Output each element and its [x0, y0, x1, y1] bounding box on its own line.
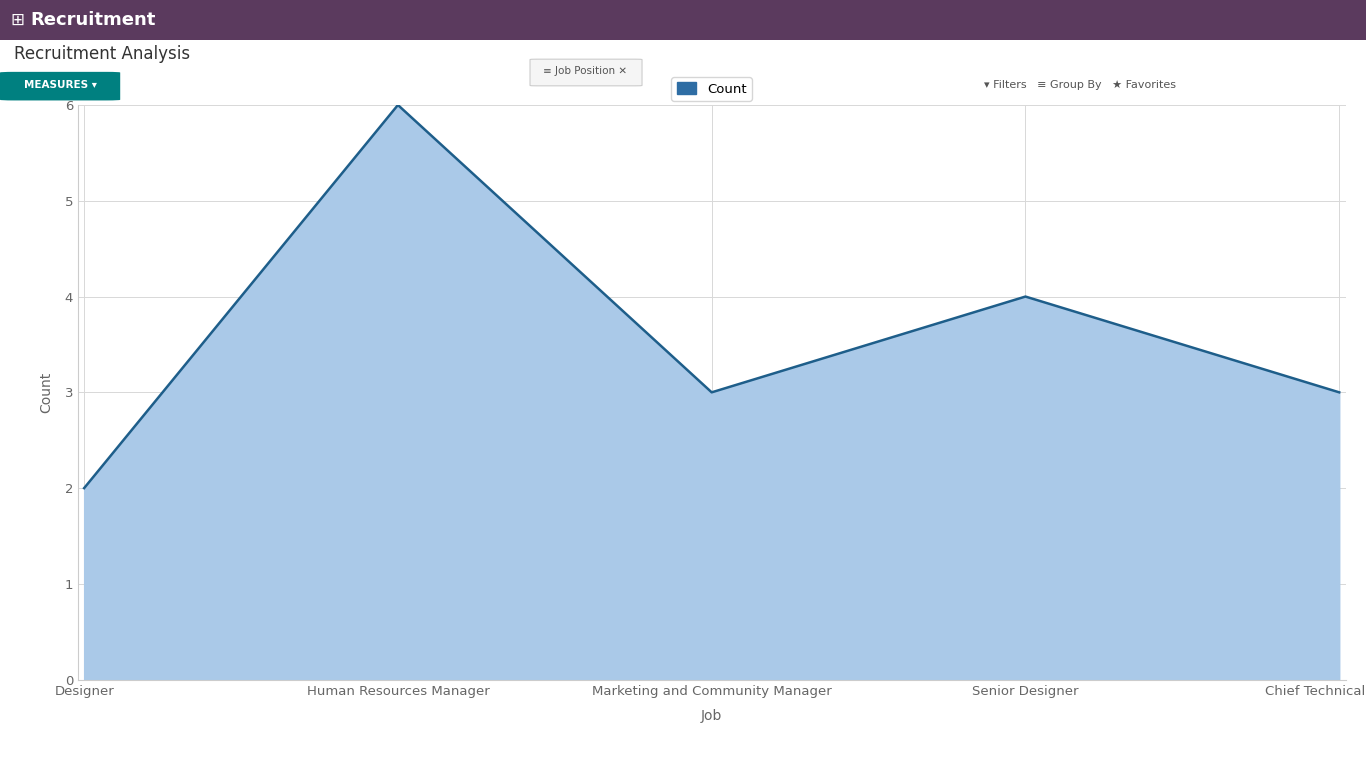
Text: ⊞: ⊞ — [11, 11, 25, 29]
X-axis label: Job: Job — [701, 709, 723, 723]
FancyBboxPatch shape — [0, 72, 120, 101]
Text: Recruitment Analysis: Recruitment Analysis — [14, 45, 190, 63]
Y-axis label: Count: Count — [40, 372, 53, 413]
Legend: Count: Count — [672, 77, 751, 101]
Text: ▾ Filters   ≡ Group By   ★ Favorites: ▾ Filters ≡ Group By ★ Favorites — [984, 81, 1176, 91]
Text: ≡ Job Position ✕: ≡ Job Position ✕ — [542, 66, 627, 76]
Text: Recruitment: Recruitment — [30, 11, 156, 29]
Text: MEASURES ▾: MEASURES ▾ — [23, 81, 97, 91]
FancyBboxPatch shape — [530, 59, 642, 86]
